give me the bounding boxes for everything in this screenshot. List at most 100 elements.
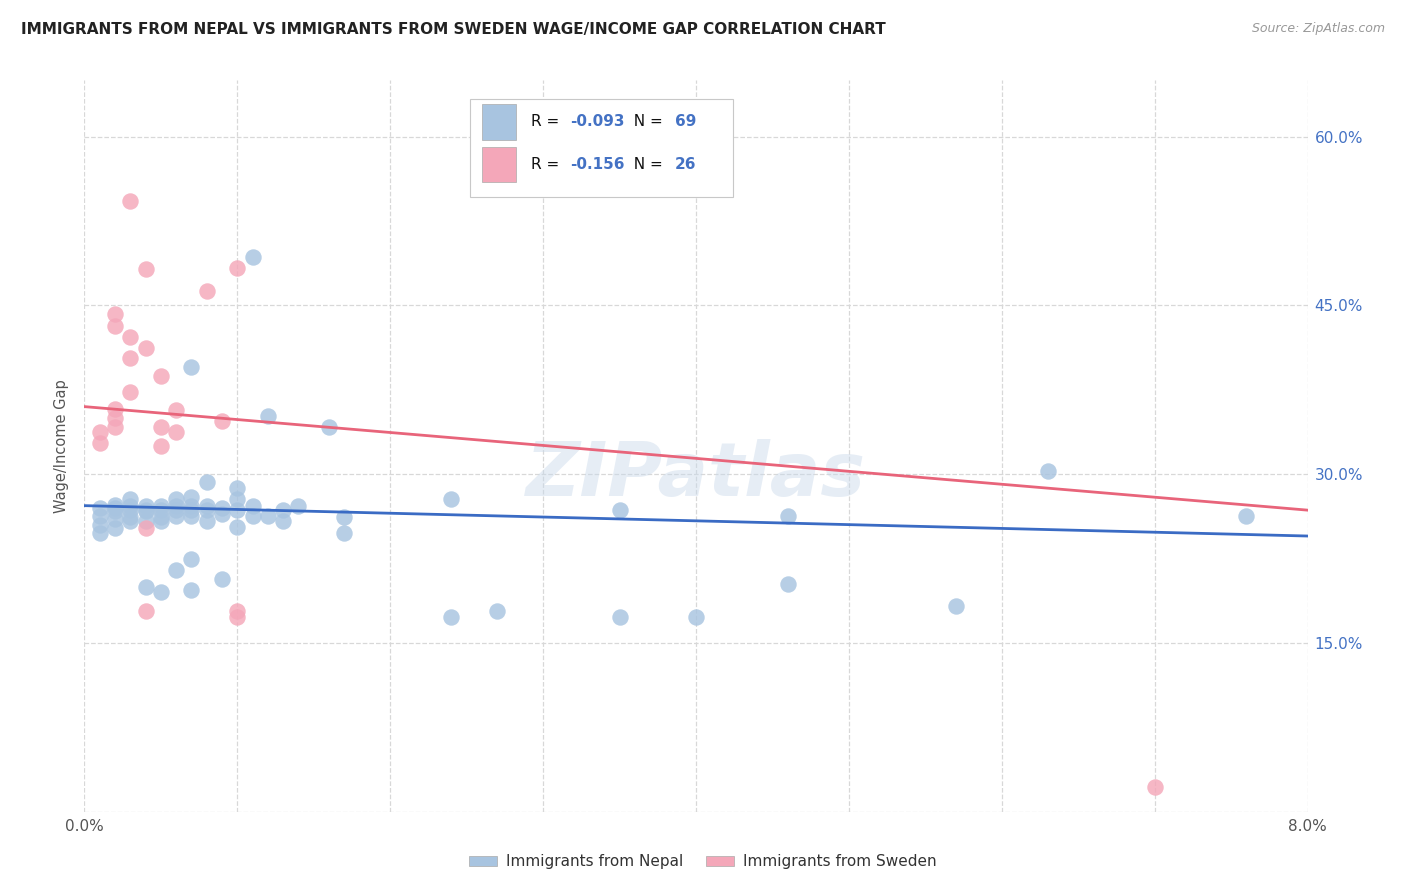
Point	[120, 194, 142, 208]
Point	[1236, 508, 1258, 523]
Text: -0.156: -0.156	[569, 157, 624, 172]
Point	[486, 604, 509, 618]
Legend: Immigrants from Nepal, Immigrants from Sweden: Immigrants from Nepal, Immigrants from S…	[464, 848, 942, 875]
Point	[149, 439, 172, 453]
Point	[104, 420, 127, 434]
Point	[104, 318, 127, 333]
Point	[776, 577, 799, 591]
Point	[242, 499, 264, 513]
Text: 26: 26	[675, 157, 697, 172]
Point	[89, 425, 111, 440]
Point	[149, 420, 172, 434]
Point	[104, 307, 127, 321]
Text: N =: N =	[624, 114, 668, 129]
Point	[180, 360, 202, 375]
Point	[195, 515, 218, 529]
Point	[226, 491, 249, 506]
Point	[180, 582, 202, 597]
Point	[149, 585, 172, 599]
Point	[180, 551, 202, 566]
Point	[135, 499, 157, 513]
Point	[226, 261, 249, 276]
Point	[165, 491, 187, 506]
Text: IMMIGRANTS FROM NEPAL VS IMMIGRANTS FROM SWEDEN WAGE/INCOME GAP CORRELATION CHAR: IMMIGRANTS FROM NEPAL VS IMMIGRANTS FROM…	[21, 22, 886, 37]
Y-axis label: Wage/Income Gap: Wage/Income Gap	[53, 379, 69, 513]
Point	[104, 521, 127, 535]
Point	[440, 491, 463, 506]
Text: ZIPatlas: ZIPatlas	[526, 439, 866, 512]
Point	[226, 520, 249, 534]
Point	[226, 481, 249, 495]
Point	[165, 563, 187, 577]
Text: R =: R =	[531, 157, 564, 172]
Point	[211, 414, 233, 428]
Point	[271, 503, 294, 517]
Point	[257, 508, 280, 523]
Point	[135, 521, 157, 535]
Point	[104, 500, 127, 515]
FancyBboxPatch shape	[470, 99, 733, 197]
Point	[89, 508, 111, 523]
Point	[104, 410, 127, 425]
Point	[271, 515, 294, 529]
Point	[89, 517, 111, 532]
Point	[180, 503, 202, 517]
Point	[120, 330, 142, 344]
Point	[287, 499, 309, 513]
Point	[165, 499, 187, 513]
Point	[211, 507, 233, 521]
Point	[195, 503, 218, 517]
Point	[165, 425, 187, 440]
Point	[180, 508, 202, 523]
Text: N =: N =	[624, 157, 668, 172]
Point	[242, 250, 264, 264]
Point	[120, 491, 142, 506]
Point	[180, 499, 202, 513]
Point	[135, 503, 157, 517]
Point	[135, 341, 157, 355]
Point	[226, 610, 249, 624]
Point	[120, 351, 142, 366]
Point	[333, 525, 356, 540]
Point	[104, 512, 127, 526]
Text: R =: R =	[531, 114, 564, 129]
Point	[685, 610, 707, 624]
Point	[440, 610, 463, 624]
Point	[1036, 464, 1059, 478]
Point	[226, 604, 249, 618]
Point	[120, 499, 142, 513]
Text: Source: ZipAtlas.com: Source: ZipAtlas.com	[1251, 22, 1385, 36]
Point	[104, 498, 127, 512]
Point	[135, 580, 157, 594]
Point	[1143, 780, 1166, 794]
FancyBboxPatch shape	[482, 147, 516, 182]
Point	[165, 503, 187, 517]
Point	[333, 509, 356, 524]
Text: 69: 69	[675, 114, 696, 129]
Point	[609, 610, 631, 624]
Point	[945, 599, 967, 613]
Point	[211, 500, 233, 515]
Point	[149, 515, 172, 529]
Point	[120, 384, 142, 399]
Point	[149, 499, 172, 513]
Point	[149, 503, 172, 517]
Point	[149, 509, 172, 524]
Point	[776, 508, 799, 523]
FancyBboxPatch shape	[482, 104, 516, 139]
Point	[318, 420, 340, 434]
Point	[195, 284, 218, 298]
Point	[149, 369, 172, 384]
Point	[135, 604, 157, 618]
Point	[135, 504, 157, 518]
Point	[104, 401, 127, 416]
Point	[120, 509, 142, 524]
Point	[120, 503, 142, 517]
Point	[120, 515, 142, 529]
Point	[89, 500, 111, 515]
Point	[165, 508, 187, 523]
Point	[165, 403, 187, 417]
Point	[104, 504, 127, 518]
Point	[195, 499, 218, 513]
Point	[257, 409, 280, 423]
